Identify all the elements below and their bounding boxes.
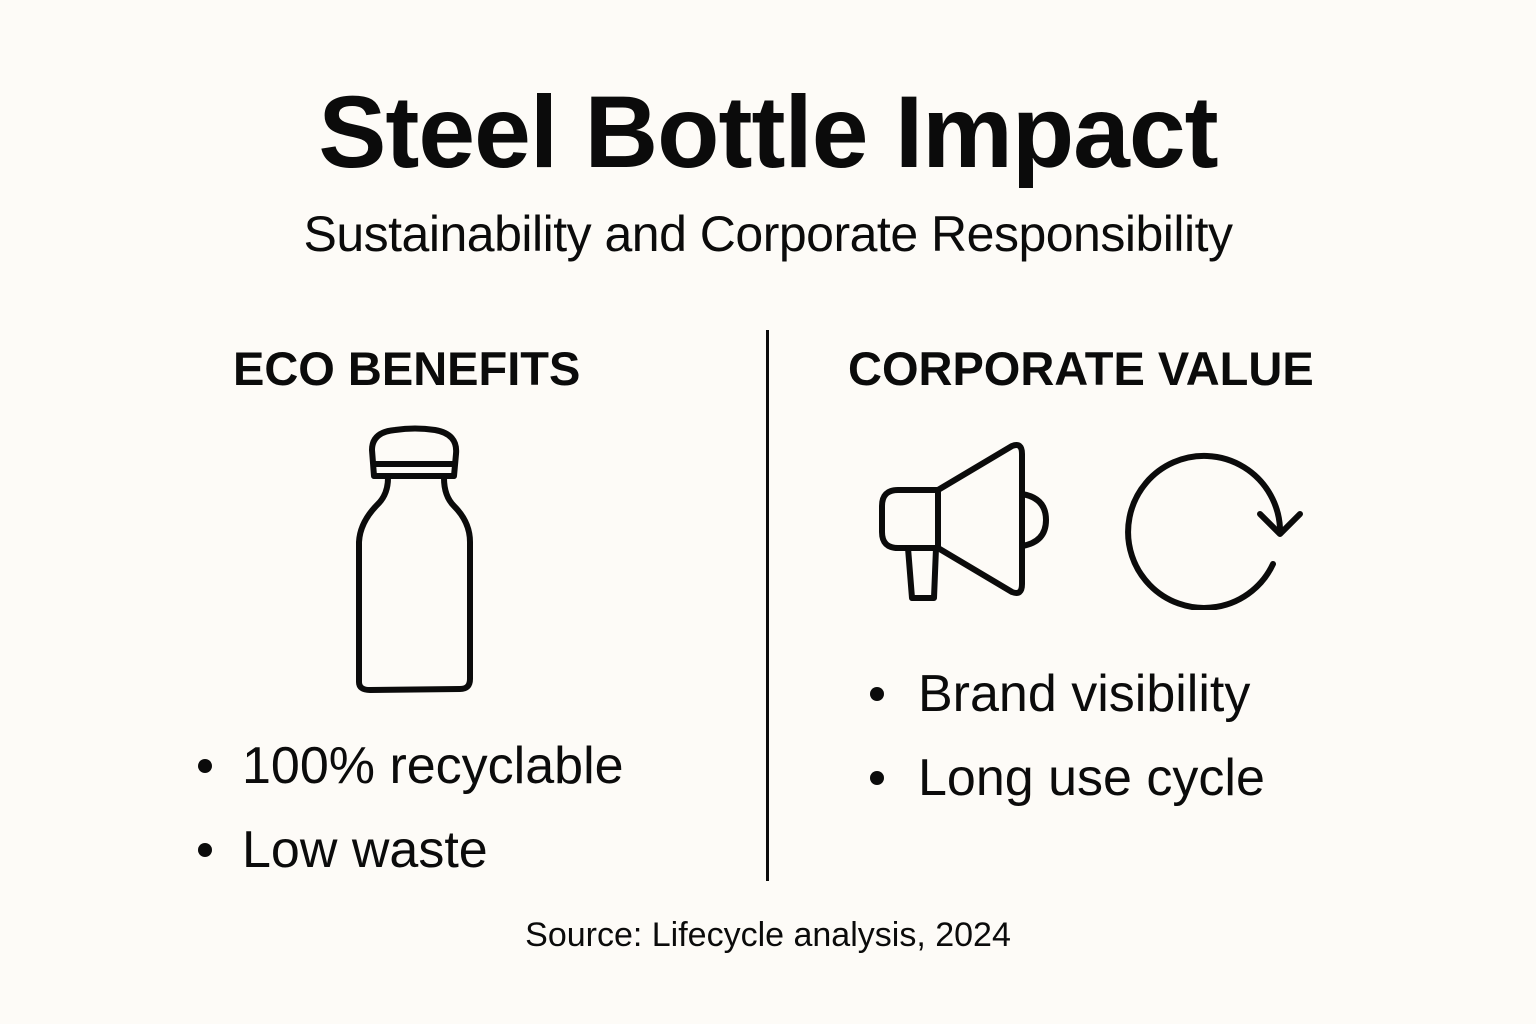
bullet-dot-icon <box>870 771 884 785</box>
bullet-dot-icon <box>870 687 884 701</box>
bullet-dot-icon <box>198 759 212 773</box>
source-caption: Source: Lifecycle analysis, 2024 <box>525 916 1011 954</box>
corporate-value-heading: CORPORATE VALUE <box>848 342 1314 395</box>
corporate-value-list: Brand visibility Long use cycle <box>866 652 1265 820</box>
bottle-icon <box>350 424 480 696</box>
bullet-text: Long use cycle <box>918 749 1265 807</box>
list-item: Brand visibility <box>866 652 1265 736</box>
list-item: 100% recyclable <box>192 724 624 808</box>
eco-benefits-heading: ECO BENEFITS <box>233 342 581 395</box>
eco-benefits-list: 100% recyclable Low waste <box>192 724 624 892</box>
list-item: Long use cycle <box>866 736 1265 820</box>
bullet-text: Low waste <box>242 821 488 879</box>
list-item: Low waste <box>192 808 624 892</box>
column-divider <box>766 330 769 881</box>
bullet-text: 100% recyclable <box>242 737 624 795</box>
page-title: Steel Bottle Impact <box>318 75 1218 189</box>
page-subtitle: Sustainability and Corporate Responsibil… <box>303 206 1233 262</box>
cycle-arrow-icon <box>1122 440 1308 610</box>
megaphone-icon <box>872 438 1054 608</box>
bullet-dot-icon <box>198 843 212 857</box>
bullet-text: Brand visibility <box>918 665 1251 723</box>
